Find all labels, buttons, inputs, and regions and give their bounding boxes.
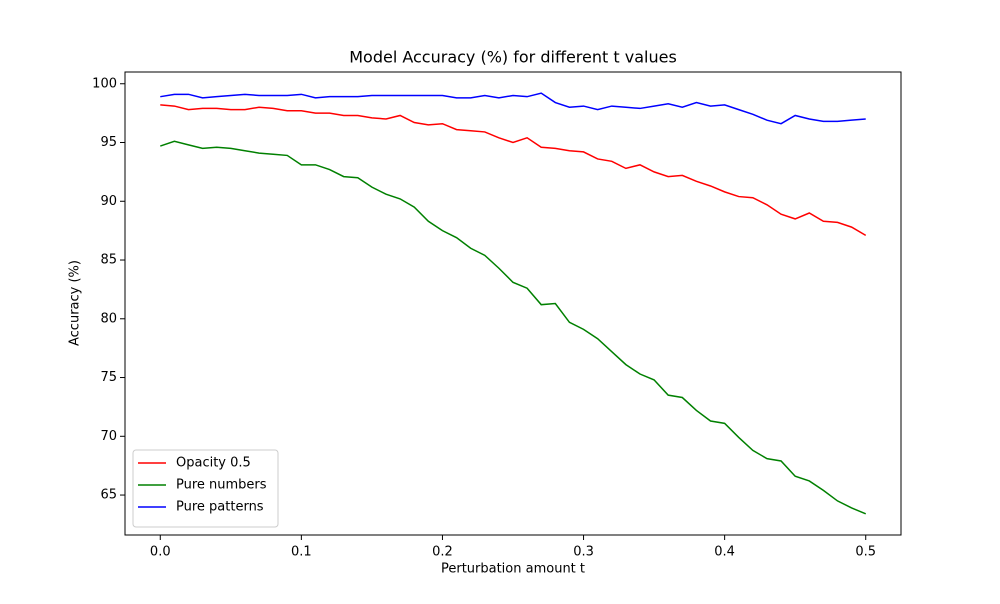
- x-tick-label: 0.0: [150, 545, 171, 560]
- y-tick-label: 85: [100, 253, 117, 268]
- x-tick-label: 0.4: [714, 545, 735, 560]
- x-tick-label: 0.5: [855, 545, 876, 560]
- y-tick-label: 75: [100, 370, 117, 385]
- x-axis-label: Perturbation amount t: [441, 562, 585, 577]
- chart-title: Model Accuracy (%) for different t value…: [349, 48, 677, 67]
- line-series: [160, 104, 867, 236]
- legend-label: Opacity 0.5: [176, 456, 251, 471]
- x-tick-label: 0.1: [291, 545, 312, 560]
- legend-label: Pure numbers: [176, 478, 267, 493]
- x-tick-label: 0.3: [573, 545, 594, 560]
- plot-frame: [124, 71, 902, 536]
- x-tick-label: 0.2: [432, 545, 453, 560]
- legend-box: [132, 449, 279, 528]
- y-tick-label: 95: [100, 135, 117, 150]
- y-tick-label: 80: [100, 311, 117, 326]
- legend-label: Pure patterns: [176, 500, 264, 515]
- y-tick-label: 70: [100, 429, 117, 444]
- y-tick-label: 100: [92, 76, 117, 91]
- y-axis-label: Accuracy (%): [68, 260, 83, 346]
- line-series: [160, 92, 866, 125]
- y-tick-label: 90: [100, 194, 117, 209]
- y-tick-label: 65: [100, 488, 117, 503]
- line-series: [160, 140, 867, 515]
